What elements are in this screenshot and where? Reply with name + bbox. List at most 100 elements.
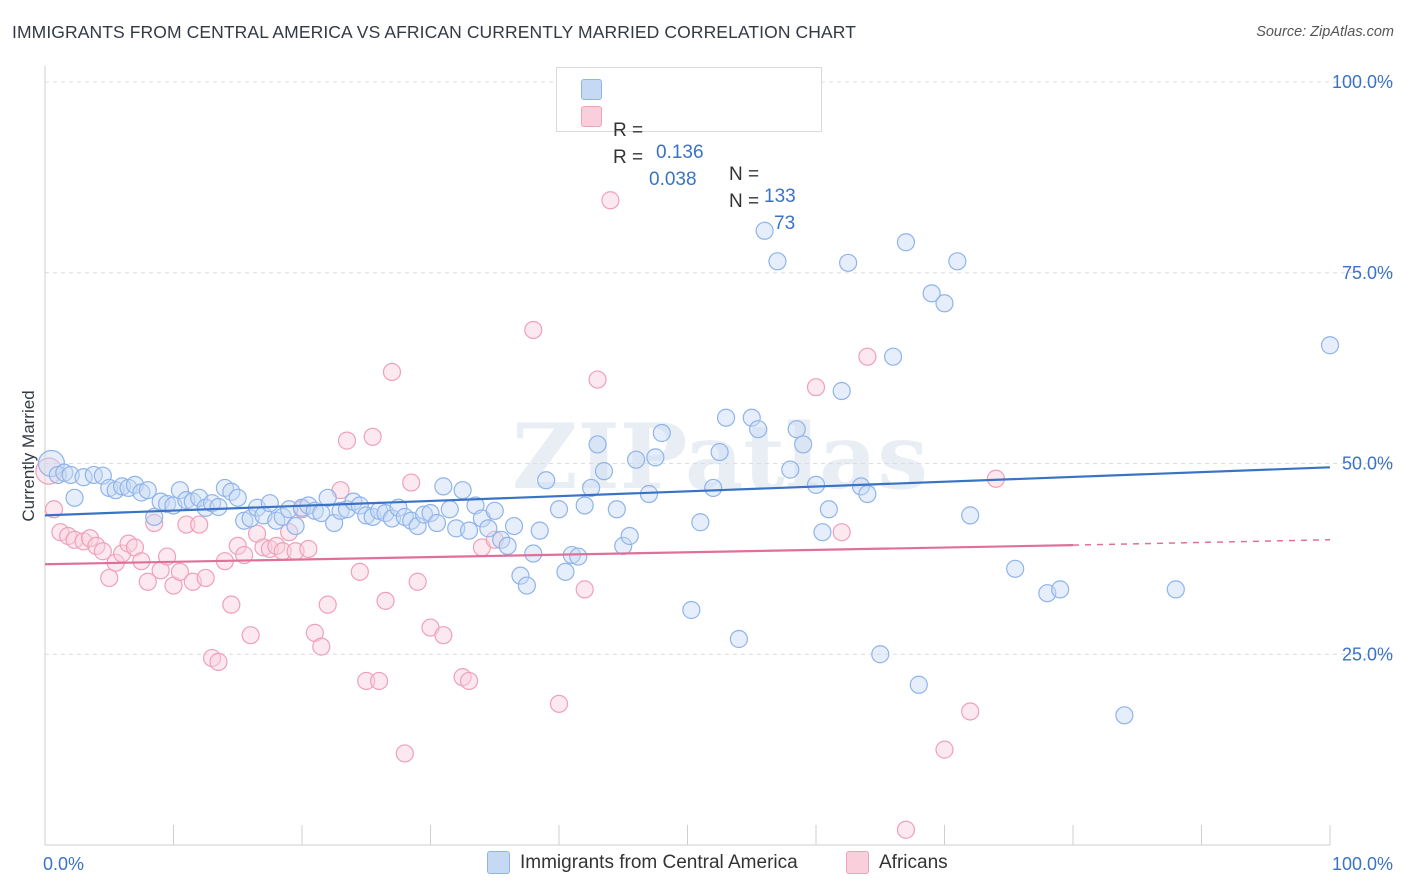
chart-title: IMMIGRANTS FROM CENTRAL AMERICA VS AFRIC… <box>12 22 857 42</box>
data-point <box>260 494 279 513</box>
data-point <box>511 566 530 585</box>
x-tick-label: 0.0% <box>43 854 84 874</box>
data-point <box>549 694 569 713</box>
legend-item-africans[interactable]: Africans <box>846 851 948 874</box>
data-point <box>138 572 157 591</box>
data-point <box>318 595 337 614</box>
data-point <box>421 503 440 523</box>
data-point <box>414 505 434 524</box>
series-legend: Immigrants from Central America Africans <box>0 851 1406 879</box>
y-axis-title: Currently Married <box>19 390 38 521</box>
data-point <box>80 529 100 548</box>
data-point <box>485 501 504 520</box>
data-point <box>691 513 710 532</box>
data-point <box>896 233 916 252</box>
y-tick-labels: 25.0% 50.0% 75.0% 100.0% <box>1332 72 1393 664</box>
data-point <box>909 675 928 694</box>
y-tick-label: 100.0% <box>1332 72 1393 92</box>
data-point <box>350 562 369 581</box>
data-point <box>145 507 164 527</box>
data-point <box>209 652 228 671</box>
data-point <box>376 591 395 610</box>
data-point <box>704 478 723 498</box>
data-point <box>299 539 318 559</box>
data-point <box>44 500 64 519</box>
source-label: Source: ZipAtlas.com <box>1256 24 1394 40</box>
data-point <box>819 500 838 519</box>
data-point <box>607 500 626 519</box>
data-point <box>742 408 761 427</box>
data-point <box>459 521 479 540</box>
trend-line-extrapolated <box>1072 539 1331 546</box>
data-point <box>813 523 832 542</box>
data-point <box>138 481 157 500</box>
data-point <box>434 626 453 645</box>
data-point <box>961 506 980 525</box>
data-point <box>1006 559 1025 578</box>
data-point <box>1115 706 1134 725</box>
data-point <box>729 629 749 649</box>
stats-n-value: 133 <box>764 186 796 207</box>
data-point <box>749 420 768 439</box>
stats-r-label: R = <box>613 147 644 168</box>
data-point <box>858 484 877 504</box>
data-point <box>177 515 196 534</box>
data-point <box>806 475 826 494</box>
data-point <box>363 427 382 446</box>
legend-swatch-africans <box>846 851 869 874</box>
legend-item-central-america[interactable]: Immigrants from Central America <box>487 851 798 874</box>
stats-swatch-africans <box>581 106 602 127</box>
data-point <box>851 477 871 496</box>
data-point <box>896 820 916 839</box>
data-point <box>948 252 967 271</box>
data-point <box>537 471 556 490</box>
data-point <box>331 501 350 520</box>
legend-swatch-central-america <box>487 851 510 874</box>
data-point <box>453 481 472 500</box>
trend-lines <box>44 466 1331 566</box>
data-point <box>517 576 536 595</box>
y-tick-label: 50.0% <box>1342 454 1393 474</box>
stats-n-label: N = <box>729 191 760 212</box>
data-point <box>337 431 357 450</box>
data-point <box>682 600 701 620</box>
series-central-america-points <box>37 221 1340 725</box>
x-tick-labels: 0.0% 100.0% <box>43 854 1393 874</box>
data-point <box>839 253 858 272</box>
y-tick-label: 75.0% <box>1342 263 1393 283</box>
data-point <box>459 671 479 691</box>
data-point <box>710 442 729 462</box>
data-point <box>832 523 851 542</box>
data-point <box>922 284 941 303</box>
data-point <box>575 496 594 515</box>
y-tick-label: 25.0% <box>1342 644 1393 664</box>
data-point <box>145 513 164 533</box>
data-point <box>871 645 890 664</box>
data-point <box>961 702 980 721</box>
data-point <box>504 516 524 536</box>
data-point <box>1320 336 1340 355</box>
data-point <box>312 637 331 656</box>
legend-label-central-america: Immigrants from Central America <box>520 851 798 873</box>
data-point <box>132 552 151 571</box>
stats-r-label: R = <box>613 120 644 141</box>
data-point <box>575 580 594 599</box>
data-point <box>93 542 112 561</box>
data-point <box>318 488 337 507</box>
stats-r-value: 0.038 <box>649 169 697 190</box>
gridlines <box>45 81 1394 655</box>
data-point <box>357 671 376 691</box>
data-point <box>935 740 954 759</box>
data-point <box>935 294 954 313</box>
data-point <box>65 488 84 507</box>
data-point <box>408 572 427 591</box>
data-point <box>1166 580 1185 599</box>
data-point <box>479 519 498 538</box>
data-point <box>235 545 254 565</box>
data-point <box>157 494 177 514</box>
data-point <box>196 568 215 588</box>
data-point <box>37 449 66 478</box>
series-africans-points <box>35 191 1006 839</box>
data-point <box>582 478 601 498</box>
data-point <box>652 423 671 443</box>
